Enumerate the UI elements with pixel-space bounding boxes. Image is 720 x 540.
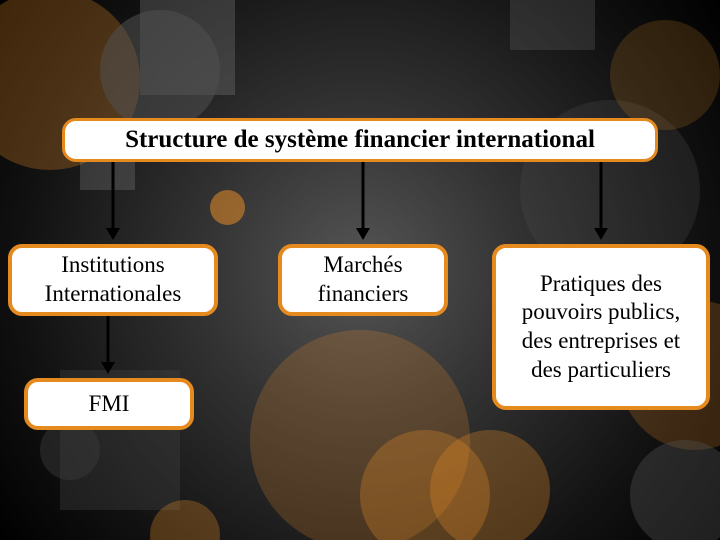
arrow-head-icon <box>106 228 120 240</box>
decor-circle <box>210 190 245 225</box>
title-node: Structure de système financier internati… <box>62 118 658 162</box>
pratiques-node: Pratiques des pouvoirs publics, des entr… <box>492 244 710 410</box>
marches-text: Marchés financiers <box>292 251 434 309</box>
marches-node: Marchés financiers <box>278 244 448 316</box>
decor-circle <box>100 10 220 130</box>
decor-rect <box>510 0 595 50</box>
pratiques-text: Pratiques des pouvoirs publics, des entr… <box>506 270 696 385</box>
arrow-head-icon <box>356 228 370 240</box>
slide-canvas: Structure de système financier internati… <box>0 0 720 540</box>
title-text: Structure de système financier internati… <box>125 124 595 155</box>
decor-circle <box>610 20 720 130</box>
fmi-node: FMI <box>24 378 194 430</box>
decor-circle <box>630 440 720 540</box>
fmi-text: FMI <box>89 390 130 419</box>
institutions-node: Institutions Internationales <box>8 244 218 316</box>
institutions-text: Institutions Internationales <box>22 251 204 309</box>
decor-circle <box>430 430 550 540</box>
